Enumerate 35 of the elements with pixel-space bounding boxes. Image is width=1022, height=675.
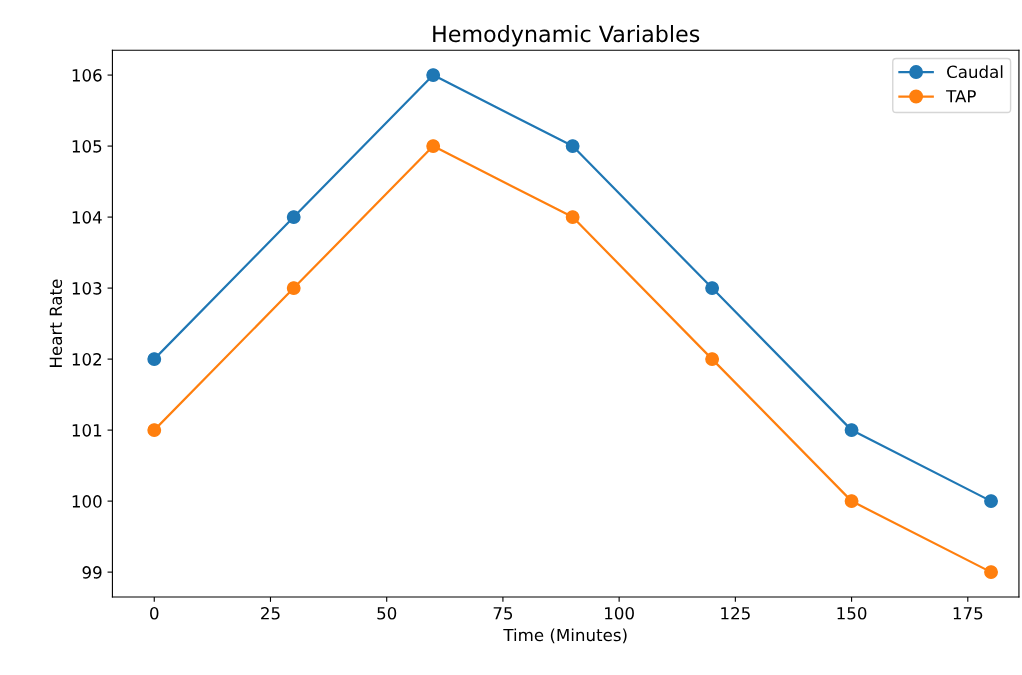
point [565,139,580,154]
y-tick-label: 99 [82,566,102,579]
x-tick-label: 50 [377,606,397,620]
x-tick-label: 175 [953,607,983,620]
x-axis-title: Time (Minutes) [503,628,627,644]
x-tick-label: 150 [837,606,867,620]
x-tick-label: 100 [605,606,634,620]
y-tick-label: 102 [72,353,102,366]
point [426,139,441,154]
x-tick-label: 0 [150,606,159,620]
point [147,352,162,367]
point [984,565,998,580]
point [426,68,441,83]
legend-label: Caudal [947,65,1003,79]
legend-label: TAP [946,90,976,103]
y-axis-title: Heart Rate [49,279,63,367]
point [705,281,720,296]
point [705,352,720,367]
point [286,210,301,225]
chart-title: Hemodynamic Variables [433,25,700,47]
x-tick-label: 75 [493,607,513,620]
y-tick-label: 100 [72,495,102,508]
y-tick-label: 103 [72,282,102,295]
y-tick-label: 101 [72,424,102,437]
point [286,281,301,296]
y-tick-label: 104 [72,211,102,224]
y-tick-label: 105 [72,140,102,153]
point [844,494,859,509]
point [147,423,162,438]
x-tick-label: 25 [261,606,280,620]
point [565,210,580,225]
point [984,494,998,509]
x-tick-label: 125 [721,606,750,620]
point [844,423,859,438]
y-tick-label: 106 [72,69,102,82]
